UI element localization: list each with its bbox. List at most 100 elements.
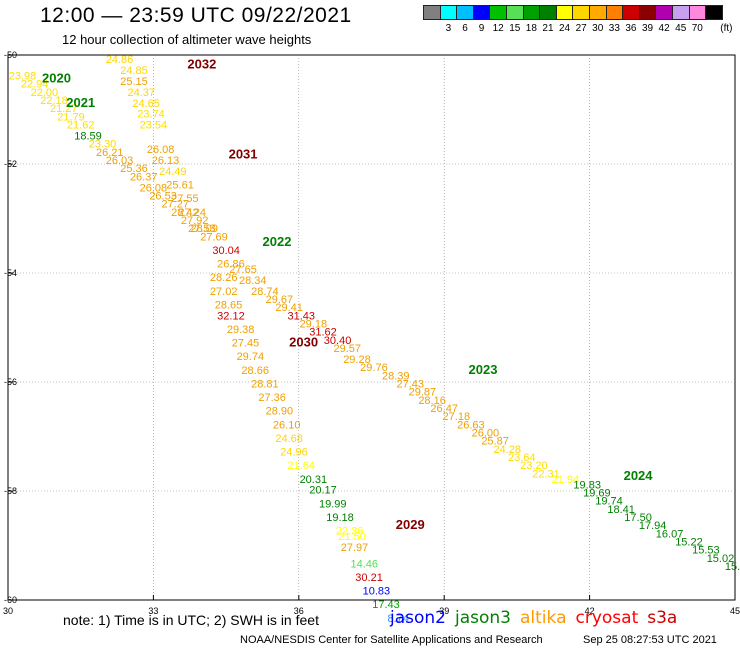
wave-height-label: 32.12 [217, 310, 245, 322]
wave-height-label: 21.79 [57, 111, 85, 123]
wave-height-label: 29.28 [343, 354, 371, 366]
wave-height-label: 24.85 [120, 65, 148, 77]
pass-time-label: 2024 [624, 468, 654, 483]
wave-height-label: 26.86 [217, 259, 245, 271]
wave-height-label: 23.20 [520, 460, 548, 472]
color-scale-label: 36 [625, 23, 637, 34]
wave-height-label: 21.94 [552, 474, 580, 486]
wave-height-label: 26.08 [147, 144, 175, 156]
wave-height-label: 19.83 [573, 479, 601, 491]
map-title: 12:00 — 23:59 UTC 09/22/2021 [40, 4, 352, 27]
lon-tick-label: 30 [3, 606, 13, 616]
color-swatch: 12 [489, 5, 507, 34]
color-scale-label: 42 [658, 23, 670, 34]
legend-entry-s3a: s3a [647, 608, 678, 628]
wave-height-label: 27.65 [229, 264, 257, 276]
wave-height-label: 15.22 [675, 537, 703, 549]
wave-height-label: 24.37 [128, 87, 156, 99]
wave-height-label: 21.64 [287, 460, 315, 472]
wave-height-label: 30.40 [324, 335, 352, 347]
wave-height-label: 27.55 [171, 193, 199, 205]
wave-height-label: 30.04 [212, 245, 240, 257]
wave-height-label: 21.62 [67, 120, 95, 132]
wave-height-label: 28.42 [171, 207, 199, 219]
wave-height-label: 29.57 [334, 343, 362, 355]
credit-line: NOAA/NESDIS Center for Satellite Applica… [240, 634, 543, 646]
wave-height-label: 21.27 [50, 103, 78, 115]
generation-timestamp: Sep 25 08:27:53 UTC 2021 [583, 634, 717, 646]
legend-entry-jason2: jason2 [390, 608, 446, 628]
color-swatch: 24 [555, 5, 574, 34]
wave-height-label: 24.86 [106, 54, 134, 66]
wave-height-label: 28.74 [251, 286, 279, 298]
lon-tick-label: 45 [730, 606, 740, 616]
plot-frame [7, 54, 736, 601]
color-scale-bar: 3 6 9 12 15 18 21 24 27 30 33 36 39 42 45 70 (ft) [423, 5, 732, 34]
wave-height-label: 8.74 [387, 613, 408, 625]
color-scale-label: 12 [492, 23, 504, 34]
satellite-legend: jason2 jason3 altika cryosat s3a [390, 608, 686, 628]
wave-height-label: 27.24 [178, 207, 206, 219]
wave-height-label: 23.30 [89, 139, 117, 151]
wave-height-label: 15. [725, 561, 740, 573]
lat-tick-label: -58 [4, 486, 17, 496]
color-scale-label: 33 [608, 23, 620, 34]
wave-height-label: 19.69 [583, 487, 611, 499]
color-scale-label: 6 [462, 23, 468, 34]
color-scale-label: 30 [592, 23, 604, 34]
lon-tick-label: 36 [294, 606, 304, 616]
wave-height-label: 28.34 [239, 275, 267, 287]
wave-height-label: 26.03 [106, 155, 134, 167]
wave-height-label: 18.41 [607, 504, 635, 516]
color-scale-label: 39 [641, 23, 654, 34]
wave-height-label: 28.66 [241, 365, 269, 377]
pass-time-label: 2032 [187, 57, 216, 72]
wave-height-label: 22.00 [31, 87, 59, 99]
wave-height-label: 29.87 [409, 387, 437, 399]
color-scale-label: 15 [509, 23, 521, 34]
pass-time-label: 2030 [289, 335, 318, 350]
wave-height-label: 22.36 [336, 526, 364, 538]
footer-note: note: 1) Time is in UTC; 2) SWH is in fe… [63, 612, 319, 628]
wave-height-label: 29.74 [237, 351, 265, 363]
wave-height-label: 26.53 [149, 190, 177, 202]
wave-height-label: 27.36 [258, 392, 286, 404]
pass-time-label: 2029 [396, 517, 425, 532]
lat-tick-label: -50 [4, 50, 17, 60]
pass-time-label: 2020 [42, 70, 71, 85]
lon-tick-label: 33 [148, 606, 158, 616]
wave-height-label: 28.39 [382, 370, 410, 382]
wave-height-label: 27.27 [161, 199, 189, 211]
wave-height-label: 24.68 [275, 433, 303, 445]
wave-height-label: 25.15 [120, 76, 148, 88]
wave-height-label: 27.02 [210, 286, 238, 298]
wave-height-label: 29.38 [227, 324, 255, 336]
wave-height-label: 10.83 [363, 586, 391, 598]
color-scale-unit: (ft) [720, 23, 733, 34]
wave-height-label: 28.90 [266, 406, 294, 418]
wave-height-label: 29.76 [360, 362, 388, 374]
wave-height-label: 19.99 [319, 498, 347, 510]
wave-height-label: 28.65 [215, 299, 243, 311]
color-swatch: 45 [671, 5, 690, 34]
pass-time-label: 2021 [66, 95, 95, 110]
color-scale-label: 3 [445, 23, 452, 34]
legend-entry-altika: altika [520, 608, 567, 628]
wave-height-label: 26.21 [96, 147, 124, 159]
wave-height-label: 27.43 [397, 378, 425, 390]
wave-height-label: 25.36 [120, 163, 148, 175]
color-scale-label: 70 [691, 23, 703, 34]
pass-time-label: 2022 [263, 234, 292, 249]
lon-tick-label: 39 [439, 606, 449, 616]
wave-height-label: 24.96 [280, 447, 308, 459]
wave-height-label: 27.18 [443, 411, 471, 423]
map-subtitle: 12 hour collection of altimeter wave hei… [62, 32, 312, 47]
wave-height-label: 24.65 [132, 98, 160, 110]
wave-height-label: 26.00 [472, 428, 500, 440]
wave-height-label: 24.49 [159, 166, 187, 178]
legend-entry-jason3: jason3 [455, 608, 511, 628]
wave-height-label: 26.13 [152, 155, 180, 167]
wave-height-label: 15.02 [707, 553, 735, 565]
